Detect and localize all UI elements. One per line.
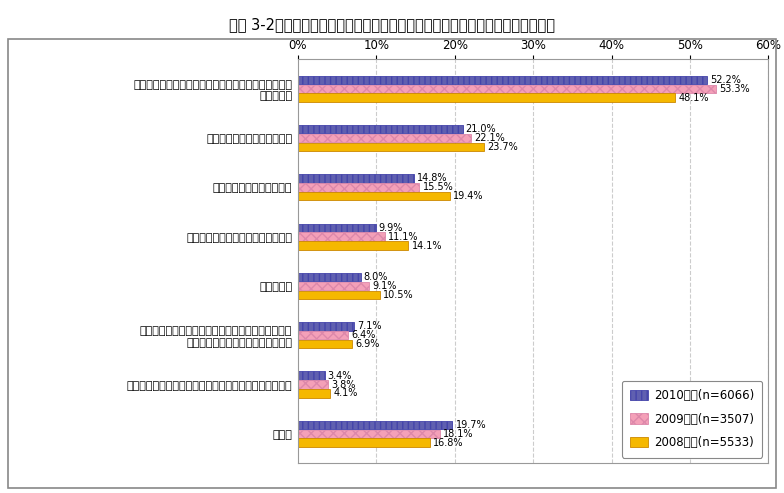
Bar: [298, 93, 675, 102]
Bar: [298, 421, 452, 429]
Text: 8.0%: 8.0%: [364, 272, 388, 282]
Text: 9.1%: 9.1%: [372, 281, 397, 291]
Bar: [298, 429, 440, 438]
Bar: [298, 290, 380, 299]
Legend: 2010年度(n=6066), 2009年度(n=3507), 2008年度(n=5533): 2010年度(n=6066), 2009年度(n=3507), 2008年度(n…: [622, 381, 762, 458]
Bar: [298, 192, 450, 201]
Text: 7.1%: 7.1%: [357, 321, 381, 331]
Text: 10.5%: 10.5%: [383, 290, 414, 300]
Text: 18.1%: 18.1%: [443, 429, 474, 439]
Bar: [298, 174, 414, 183]
Bar: [298, 380, 328, 389]
Text: 19.7%: 19.7%: [456, 420, 486, 430]
Bar: [298, 331, 348, 340]
Bar: [298, 389, 330, 398]
Bar: [298, 371, 325, 380]
Bar: [298, 232, 385, 241]
Text: 52.2%: 52.2%: [710, 75, 741, 85]
Text: 3.4%: 3.4%: [328, 371, 352, 381]
Text: 4.1%: 4.1%: [333, 388, 358, 398]
Bar: [298, 273, 361, 282]
Bar: [298, 322, 354, 331]
Text: 19.4%: 19.4%: [453, 191, 484, 201]
Text: 16.8%: 16.8%: [433, 438, 463, 448]
Bar: [298, 282, 369, 290]
Text: 48.1%: 48.1%: [678, 93, 709, 103]
Text: 15.5%: 15.5%: [423, 182, 453, 192]
Text: 22.1%: 22.1%: [474, 133, 505, 143]
Bar: [298, 438, 430, 447]
Bar: [298, 183, 419, 192]
Bar: [298, 340, 352, 349]
Text: 6.9%: 6.9%: [355, 339, 379, 349]
Text: 23.7%: 23.7%: [487, 142, 517, 152]
Bar: [298, 134, 471, 142]
Bar: [298, 241, 408, 250]
Text: 14.8%: 14.8%: [417, 174, 448, 183]
Text: 6.4%: 6.4%: [351, 330, 376, 340]
Text: 【図 3-2】フィルタリング機能（サービス）を使っていない理由　（複数回答）: 【図 3-2】フィルタリング機能（サービス）を使っていない理由 （複数回答）: [229, 17, 555, 32]
Text: 9.9%: 9.9%: [379, 223, 403, 233]
Bar: [298, 125, 463, 134]
Text: 3.8%: 3.8%: [331, 380, 355, 389]
Bar: [298, 75, 707, 84]
Bar: [298, 84, 716, 93]
Text: 53.3%: 53.3%: [719, 84, 750, 94]
Text: 11.1%: 11.1%: [388, 232, 419, 242]
Text: 21.0%: 21.0%: [466, 124, 496, 134]
Bar: [298, 142, 484, 151]
Text: 14.1%: 14.1%: [412, 241, 442, 250]
Bar: [298, 223, 376, 232]
